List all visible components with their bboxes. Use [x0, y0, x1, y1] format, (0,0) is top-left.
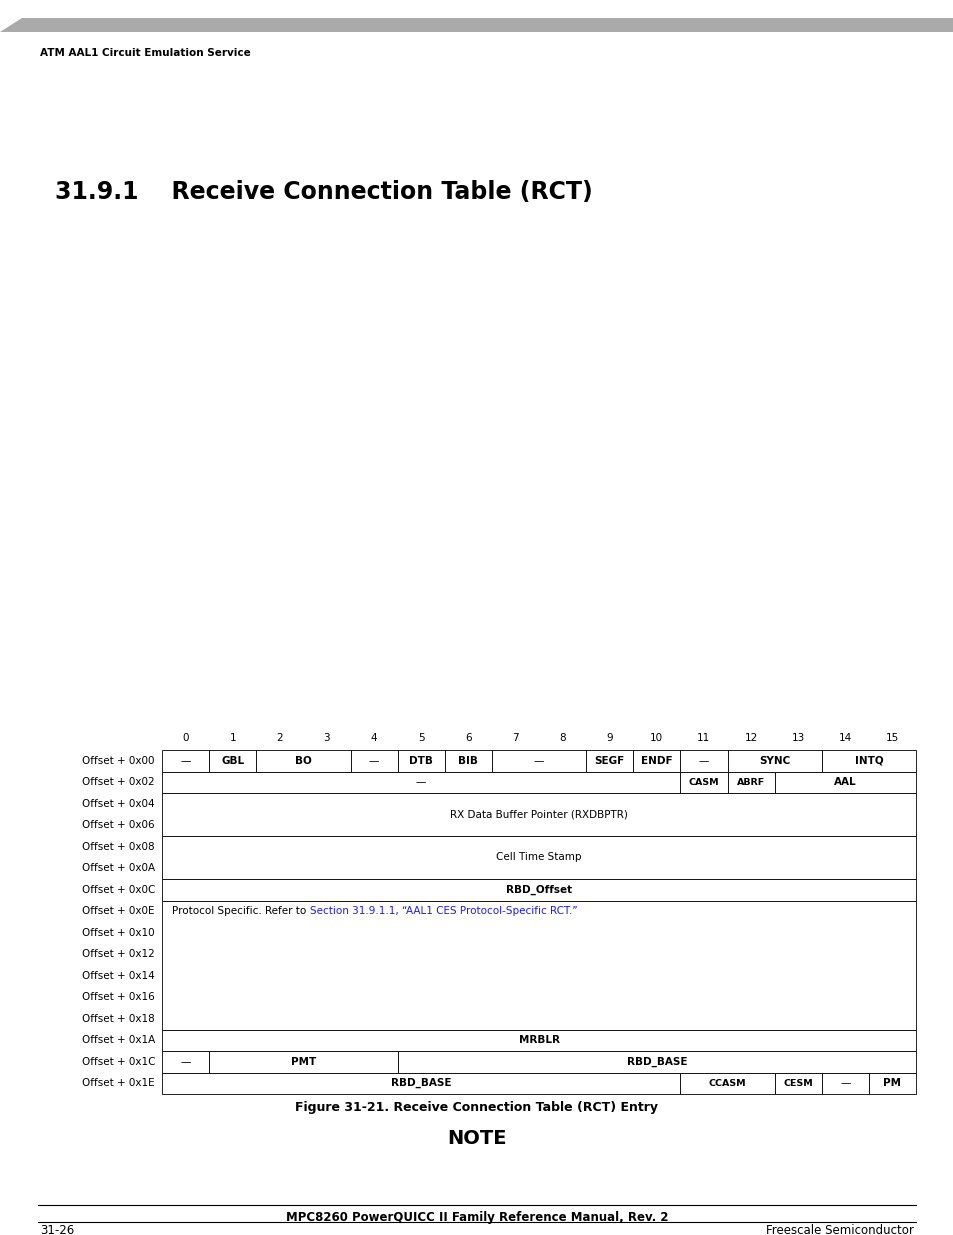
Text: 6: 6 — [464, 734, 471, 743]
Text: CASM: CASM — [688, 778, 719, 787]
Text: Freescale Semiconductor: Freescale Semiconductor — [765, 1224, 913, 1235]
Bar — [209, 1051, 397, 1072]
Text: GBL: GBL — [221, 756, 244, 766]
Text: BIB: BIB — [457, 756, 477, 766]
Text: Offset + 0x14: Offset + 0x14 — [82, 971, 154, 981]
Text: Offset + 0x04: Offset + 0x04 — [82, 799, 154, 809]
Text: 15: 15 — [885, 734, 898, 743]
Bar — [821, 750, 915, 772]
Text: RX Data Buffer Pointer (RXDBPTR): RX Data Buffer Pointer (RXDBPTR) — [450, 809, 627, 820]
Text: Protocol Specific. Refer to: Protocol Specific. Refer to — [172, 906, 309, 916]
Text: —: — — [369, 756, 379, 766]
Text: 7: 7 — [512, 734, 518, 743]
Text: RBD_BASE: RBD_BASE — [626, 1057, 686, 1067]
Bar — [162, 772, 679, 793]
Bar — [397, 1051, 915, 1072]
Text: —: — — [534, 756, 543, 766]
Text: Offset + 0x10: Offset + 0x10 — [82, 927, 154, 937]
Text: Offset + 0x0C: Offset + 0x0C — [82, 884, 154, 894]
Text: 31-26: 31-26 — [40, 1224, 74, 1235]
Bar — [162, 1051, 209, 1072]
Text: —: — — [180, 756, 191, 766]
Bar — [209, 750, 256, 772]
Text: Figure 31-21. Receive Connection Table (RCT) Entry: Figure 31-21. Receive Connection Table (… — [295, 1100, 658, 1114]
Text: Offset + 0x00: Offset + 0x00 — [82, 756, 154, 766]
Bar — [162, 1072, 679, 1094]
Text: 3: 3 — [323, 734, 330, 743]
Text: NOTE: NOTE — [447, 1129, 506, 1149]
Text: PMT: PMT — [291, 1057, 315, 1067]
Bar — [585, 750, 633, 772]
Text: Cell Time Stamp: Cell Time Stamp — [496, 852, 581, 862]
Text: Offset + 0x1A: Offset + 0x1A — [82, 1035, 154, 1045]
Text: Offset + 0x1C: Offset + 0x1C — [81, 1057, 154, 1067]
Text: BO: BO — [294, 756, 312, 766]
Text: 2: 2 — [276, 734, 283, 743]
Text: PM: PM — [882, 1078, 901, 1088]
Text: AAL: AAL — [833, 777, 856, 787]
Text: —: — — [698, 756, 708, 766]
Text: Offset + 0x0A: Offset + 0x0A — [82, 863, 154, 873]
Bar — [162, 793, 915, 836]
Bar — [679, 750, 727, 772]
Bar — [774, 1072, 821, 1094]
Text: 9: 9 — [606, 734, 613, 743]
Text: 1: 1 — [229, 734, 235, 743]
Text: Offset + 0x1E: Offset + 0x1E — [82, 1078, 154, 1088]
Text: —: — — [416, 777, 426, 787]
Text: 13: 13 — [791, 734, 804, 743]
Text: Offset + 0x12: Offset + 0x12 — [82, 950, 154, 960]
Text: RBD_BASE: RBD_BASE — [391, 1078, 451, 1088]
Bar — [162, 900, 915, 1030]
Text: MPC8260 PowerQUICC II Family Reference Manual, Rev. 2: MPC8260 PowerQUICC II Family Reference M… — [286, 1212, 667, 1224]
Bar — [397, 750, 444, 772]
Text: SYNC: SYNC — [759, 756, 789, 766]
Bar — [679, 1072, 774, 1094]
Bar — [256, 750, 350, 772]
Text: 31.9.1    Receive Connection Table (RCT): 31.9.1 Receive Connection Table (RCT) — [55, 180, 592, 204]
Text: Offset + 0x02: Offset + 0x02 — [82, 777, 154, 787]
Text: 10: 10 — [650, 734, 662, 743]
Text: DTB: DTB — [409, 756, 433, 766]
Text: ATM AAL1 Circuit Emulation Service: ATM AAL1 Circuit Emulation Service — [40, 48, 251, 58]
Text: SEGF: SEGF — [594, 756, 624, 766]
Text: Offset + 0x16: Offset + 0x16 — [82, 992, 154, 1003]
Text: Offset + 0x18: Offset + 0x18 — [82, 1014, 154, 1024]
Bar — [492, 750, 585, 772]
Bar — [633, 750, 679, 772]
Text: ENDF: ENDF — [640, 756, 672, 766]
Bar — [162, 1030, 915, 1051]
Text: —: — — [840, 1078, 850, 1088]
Text: Offset + 0x08: Offset + 0x08 — [82, 842, 154, 852]
Bar — [679, 772, 727, 793]
Bar — [444, 750, 492, 772]
Text: 8: 8 — [558, 734, 565, 743]
Text: RBD_Offset: RBD_Offset — [505, 884, 572, 895]
Polygon shape — [0, 19, 953, 32]
Text: 4: 4 — [371, 734, 377, 743]
Text: CCASM: CCASM — [708, 1078, 745, 1088]
Text: MRBLR: MRBLR — [518, 1035, 558, 1045]
Text: 12: 12 — [743, 734, 757, 743]
Text: —: — — [180, 1057, 191, 1067]
Bar — [162, 750, 209, 772]
Bar — [774, 772, 915, 793]
Text: 14: 14 — [838, 734, 851, 743]
Bar — [868, 1072, 915, 1094]
Text: 11: 11 — [697, 734, 710, 743]
Text: Offset + 0x0E: Offset + 0x0E — [82, 906, 154, 916]
Bar — [162, 836, 915, 879]
Text: 5: 5 — [417, 734, 424, 743]
Bar — [821, 1072, 868, 1094]
Bar — [350, 750, 397, 772]
Text: 0: 0 — [182, 734, 189, 743]
Bar — [727, 750, 821, 772]
Bar — [727, 772, 774, 793]
Text: Offset + 0x06: Offset + 0x06 — [82, 820, 154, 830]
Text: Section 31.9.1.1, “AAL1 CES Protocol-Specific RCT.”: Section 31.9.1.1, “AAL1 CES Protocol-Spe… — [309, 906, 577, 916]
Text: ABRF: ABRF — [736, 778, 764, 787]
Text: CESM: CESM — [782, 1078, 812, 1088]
Text: INTQ: INTQ — [854, 756, 882, 766]
Bar — [162, 879, 915, 900]
